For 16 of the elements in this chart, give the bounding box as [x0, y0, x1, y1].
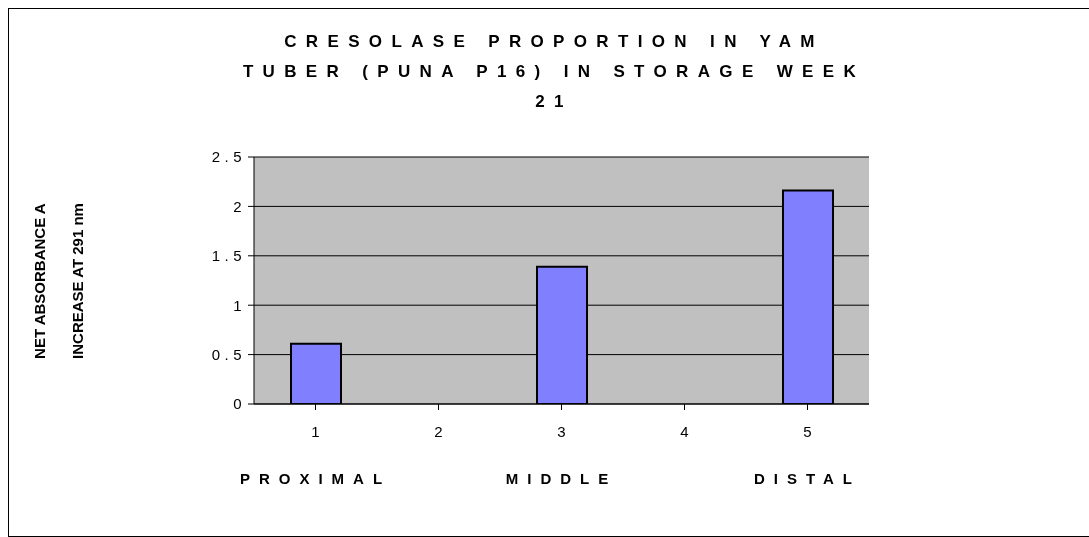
text: PROXIMAL [239, 470, 392, 487]
y-tick-label: 2.5 [211, 148, 246, 166]
y-tick-label: 2 [233, 197, 246, 215]
y-tick-label: 0.5 [211, 345, 246, 363]
x-tick-label: 2 [434, 422, 443, 440]
text: DISTAL [753, 470, 862, 487]
x-tick-label: 1 [311, 422, 320, 440]
text: NET ABSORBANCE A INCREASE AT 291 nm [31, 203, 86, 359]
y-tick-label: 1.5 [211, 247, 246, 265]
chart-title: CRESOLASE PROPORTION IN YAM TUBER (PUNA P16) IN STORAGE WEEK 21 [241, 31, 867, 113]
text: MIDDLE [505, 470, 618, 487]
y-tick-label: 0 [233, 395, 246, 413]
x-tick-label: 3 [557, 422, 566, 440]
y-tick-label: 1 [233, 296, 246, 314]
x-tick-label: 5 [803, 422, 812, 440]
x-tick-label: 4 [680, 422, 689, 440]
